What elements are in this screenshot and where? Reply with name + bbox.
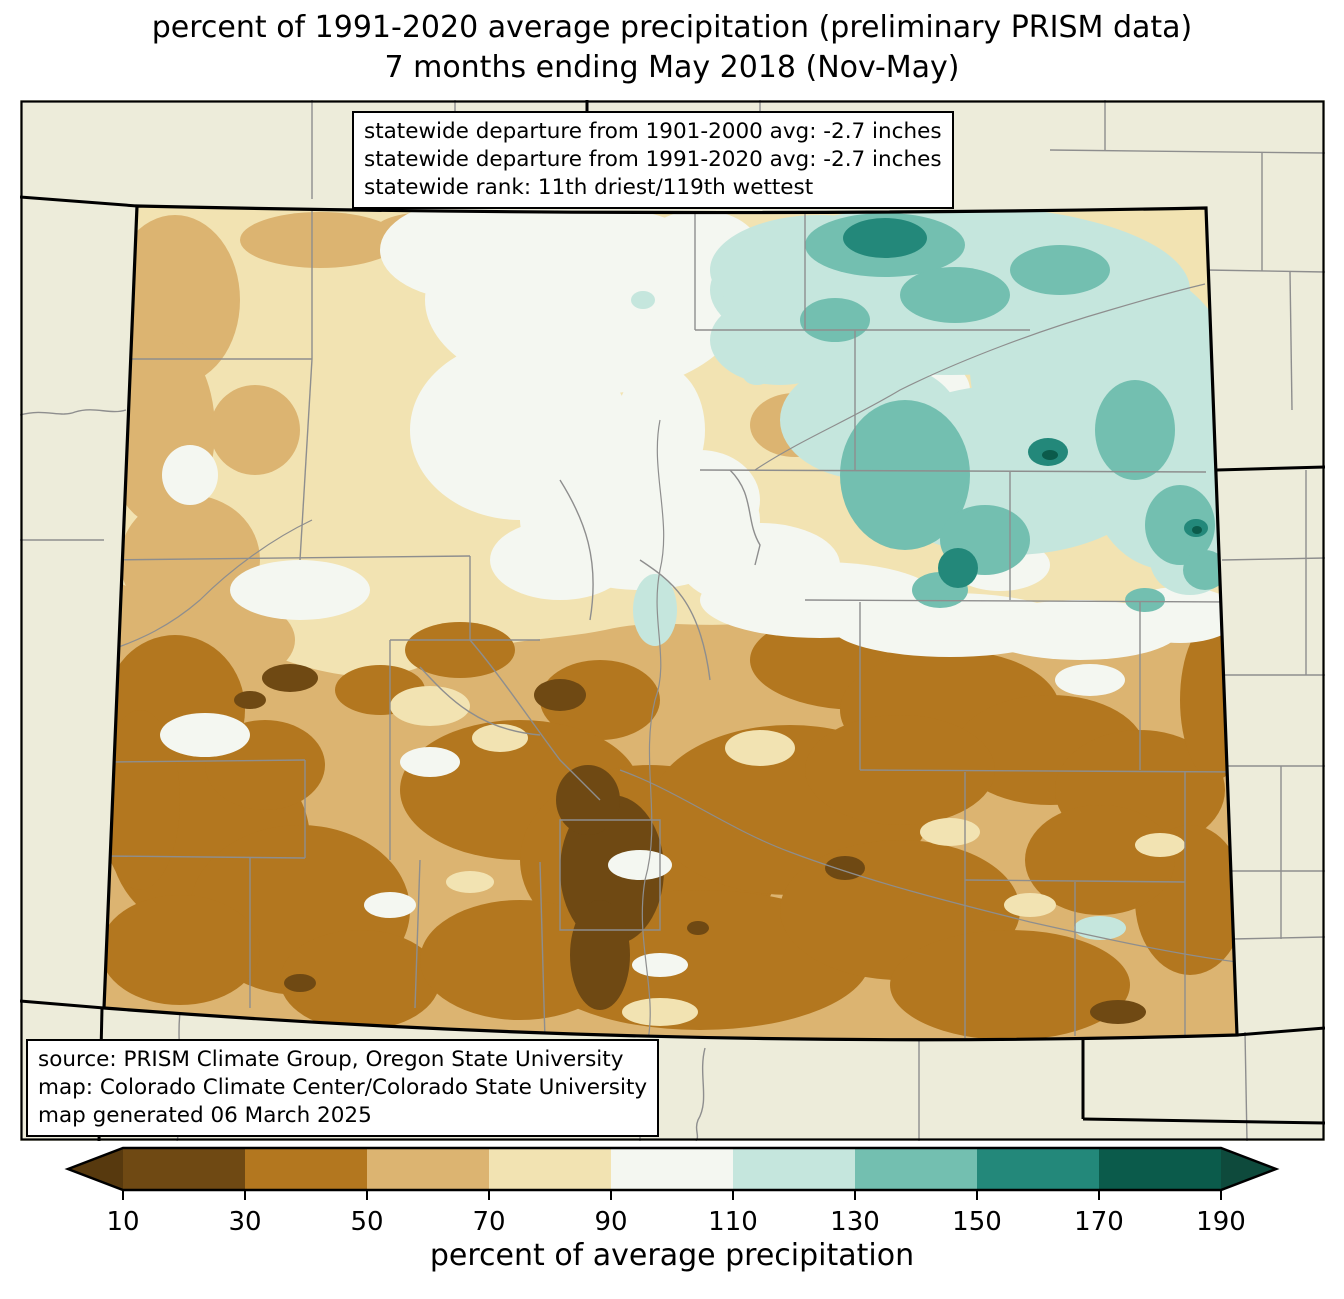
figure-title: percent of 1991-2020 average precipitati… <box>0 8 1344 88</box>
colorbar-tick-label: 170 <box>1074 1207 1124 1237</box>
statewide-stats-box: statewide departure from 1901-2000 avg: … <box>352 111 954 209</box>
colorbar-under-arrow <box>68 1148 123 1190</box>
colorbar-tick-label: 190 <box>1196 1207 1246 1237</box>
colorado-county-lines <box>104 207 1237 1040</box>
colorbar-tick-label: 50 <box>350 1207 383 1237</box>
band-130-150-region <box>800 213 1227 612</box>
title-line-2: 7 months ending May 2018 (Nov-May) <box>384 50 960 85</box>
source-attribution-box: source: PRISM Climate Group, Oregon Stat… <box>26 1039 660 1137</box>
colorbar-tick-label: 150 <box>952 1207 1002 1237</box>
colorbar-tick-label: 130 <box>830 1207 880 1237</box>
colorbar-tick-label: 90 <box>594 1207 627 1237</box>
stats-line-1: statewide departure from 1901-2000 avg: … <box>364 119 942 144</box>
colorbar-segment <box>245 1148 367 1190</box>
band-70-90-patches <box>390 686 1185 1026</box>
colorbar-segment <box>733 1148 855 1190</box>
source-line-2: map: Colorado Climate Center/Colorado St… <box>38 1075 648 1100</box>
title-line-1: percent of 1991-2020 average precipitati… <box>151 10 1193 45</box>
source-line-1: source: PRISM Climate Group, Oregon Stat… <box>38 1047 624 1072</box>
colorbar-tick-label: 110 <box>708 1207 758 1237</box>
stats-line-2: statewide departure from 1991-2020 avg: … <box>364 147 942 172</box>
colorbar-segment <box>611 1148 733 1190</box>
colorado-contour-bands <box>104 206 1237 1040</box>
stats-line-3: statewide rank: 11th driest/119th wettes… <box>364 175 814 200</box>
source-line-3: map generated 06 March 2025 <box>38 1103 372 1128</box>
colorbar-legend: 10 30 50 70 90 110 130 150 170 190 <box>64 1146 1280 1237</box>
colorbar-over-arrow <box>1221 1148 1276 1190</box>
colorbar-segment <box>855 1148 977 1190</box>
colorbar-tick-label: 70 <box>472 1207 505 1237</box>
precipitation-map <box>20 100 1325 1141</box>
colorbar-segment <box>489 1148 611 1190</box>
axes-frame <box>20 100 1325 1141</box>
river-lines <box>109 283 1237 1040</box>
band-170-190-region <box>1042 450 1202 534</box>
colorbar-segment <box>367 1148 489 1190</box>
colorbar-axis-label: percent of average precipitation <box>429 1238 915 1273</box>
colorbar-tick-label: 30 <box>228 1207 261 1237</box>
colorbar-segment <box>123 1148 245 1190</box>
colorbar-tick-label: 10 <box>106 1207 139 1237</box>
colorbar-segment <box>977 1148 1099 1190</box>
band-10-30-region <box>234 664 1146 1024</box>
colorbar-segment <box>1099 1148 1221 1190</box>
colorado-state-border <box>102 204 1239 1042</box>
